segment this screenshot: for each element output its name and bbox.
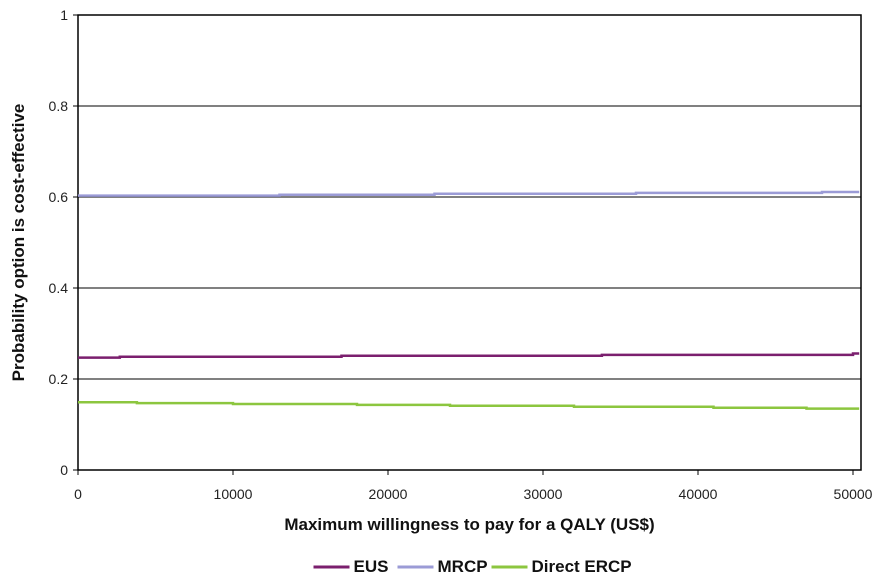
series-line-mrcp [78,190,860,197]
y-tick-label: 1 [60,7,68,23]
plot-area-frame [77,14,862,471]
y-axis-title: Probability option is cost-effective [9,104,28,382]
y-tick-label: 0.8 [49,98,69,114]
legend-label: EUS [354,557,389,576]
x-tick-label: 10000 [214,486,253,502]
y-tick-label: 0.2 [49,371,69,387]
y-tick-label: 0 [60,462,68,478]
gridlines [78,105,861,380]
x-tick-label: 50000 [834,486,873,502]
y-tick-label: 0.4 [49,280,69,296]
series-line-eus [78,352,860,359]
y-axis-ticks: 0 0.2 0.4 0.6 0.8 1 [49,7,78,478]
x-axis-ticks: 0 10000 20000 30000 40000 50000 [74,470,873,502]
x-tick-label: 40000 [679,486,718,502]
y-tick-label: 0.6 [49,189,69,205]
legend: EUS MRCP Direct ERCP [313,557,632,576]
x-axis-title: Maximum willingness to pay for a QALY (U… [284,515,654,534]
x-tick-label: 30000 [524,486,563,502]
series-lines [78,190,860,410]
legend-label: MRCP [438,557,488,576]
x-tick-label: 0 [74,486,82,502]
legend-label: Direct ERCP [532,557,632,576]
x-tick-label: 20000 [369,486,408,502]
series-line-direct-ercp [78,400,860,410]
